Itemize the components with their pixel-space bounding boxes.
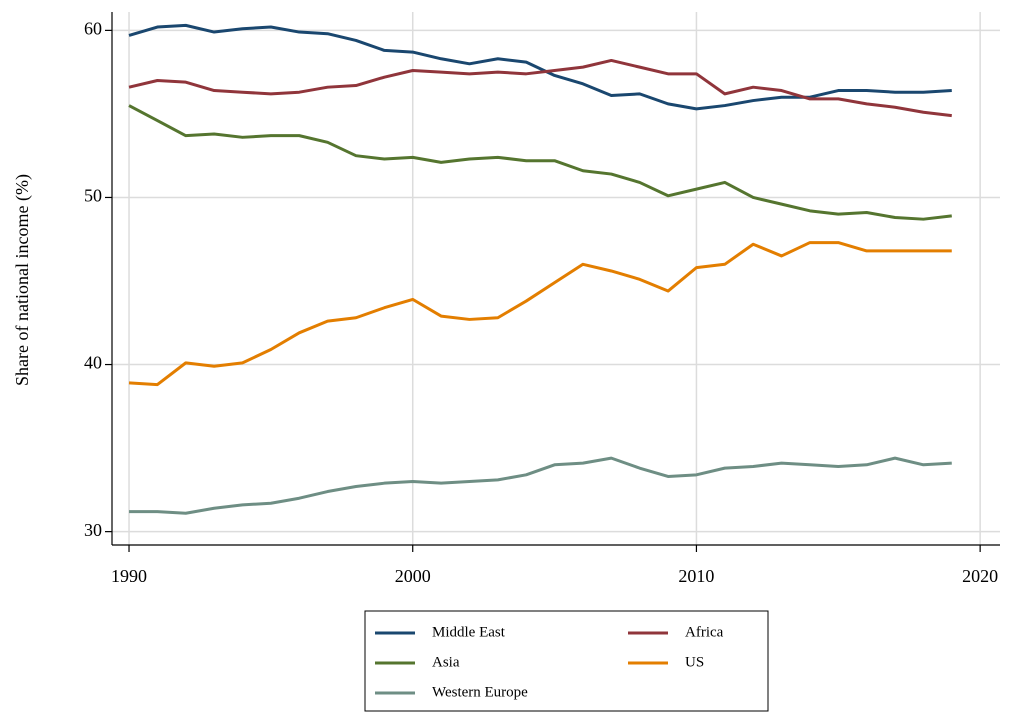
y-tick-label: 60 (84, 19, 102, 39)
legend-box (364, 610, 769, 712)
series-line (128, 23, 952, 111)
series-line (128, 241, 952, 387)
legend-label: Western Europe (432, 684, 528, 700)
x-tick-label: 2020 (962, 566, 998, 586)
x-tick-label: 1990 (111, 566, 147, 586)
y-tick-label: 50 (84, 186, 102, 206)
x-tick-label: 2010 (678, 566, 714, 586)
series-line (128, 58, 952, 118)
y-tick-label: 40 (84, 353, 102, 373)
series-line (128, 104, 952, 221)
legend-label: Middle East (432, 624, 506, 640)
legend-label: Africa (685, 624, 724, 640)
y-tick-label: 30 (84, 520, 102, 540)
x-tick-label: 2000 (395, 566, 431, 586)
series-line (129, 456, 952, 515)
legend-label: Asia (432, 654, 460, 670)
legend-label: US (685, 654, 704, 670)
y-axis-label: Share of national income (%) (12, 174, 33, 386)
